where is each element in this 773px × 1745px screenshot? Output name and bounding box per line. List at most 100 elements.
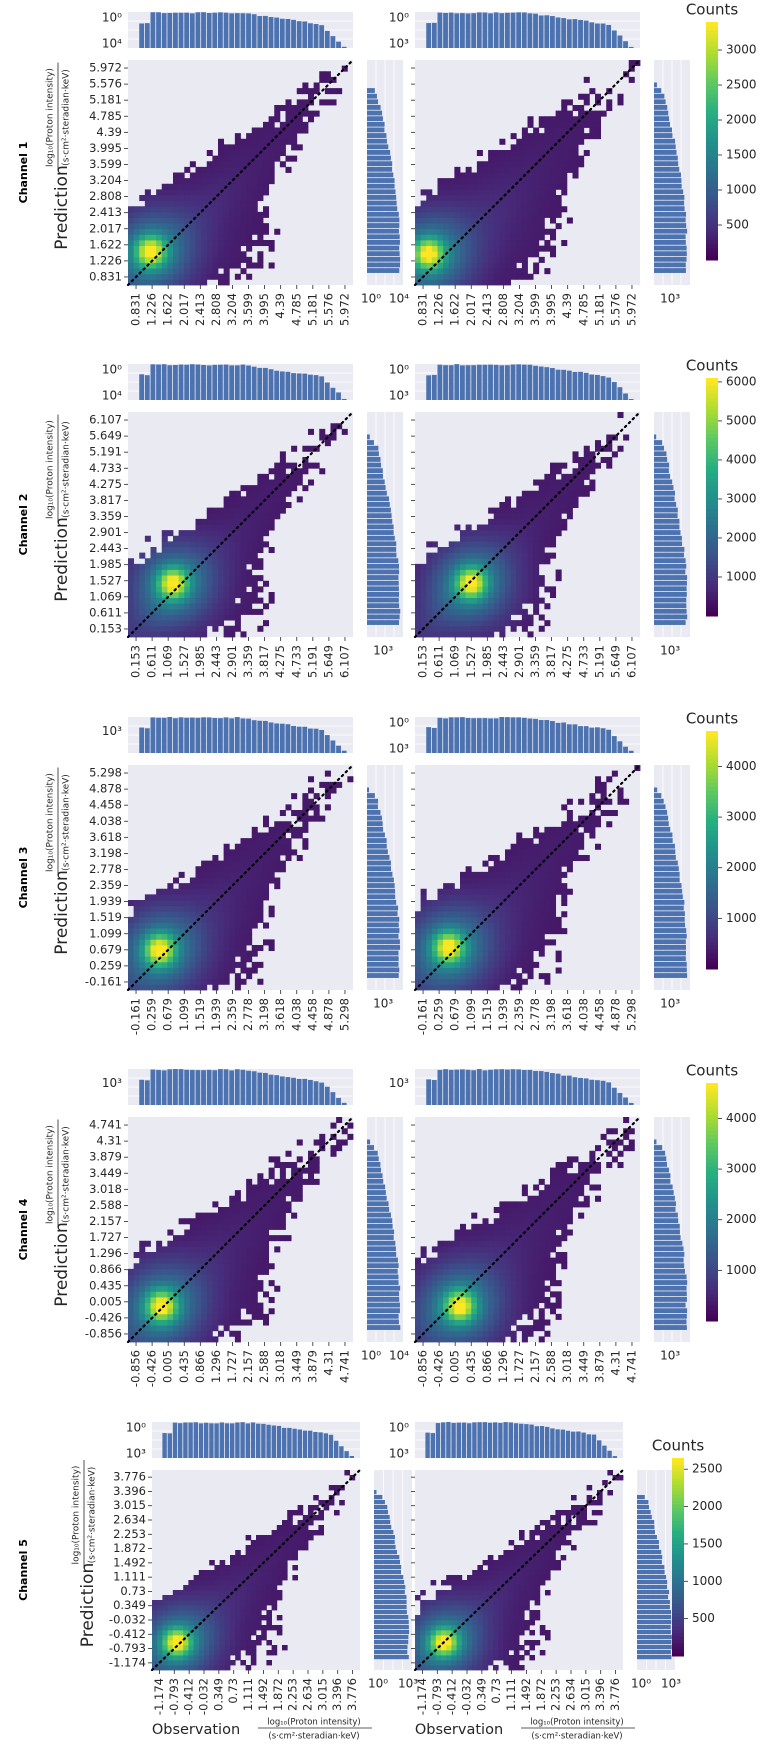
histogram-bar (589, 374, 595, 400)
heatmap-cell (167, 984, 174, 991)
heatmap-cell (218, 1308, 225, 1315)
heatmap-cell (161, 228, 168, 235)
heatmap-cell (437, 228, 444, 235)
heatmap-cell (561, 502, 568, 509)
heatmap-cell (201, 1218, 208, 1225)
colorbar-segment (706, 731, 718, 736)
heatmap-cell (510, 956, 517, 963)
heatmap-cell (173, 1263, 180, 1270)
heatmap-cell (460, 200, 467, 207)
heatmap-cell (161, 900, 168, 907)
heatmap-cell (246, 200, 253, 207)
heatmap-cell (527, 513, 534, 520)
heatmap-cell (550, 479, 557, 486)
colorbar-segment (706, 101, 718, 106)
heatmap-cell (184, 939, 191, 946)
heatmap-cell (240, 485, 247, 492)
heatmap-cell (246, 580, 253, 587)
heatmap-cell (229, 900, 236, 907)
heatmap-cell (521, 240, 528, 247)
histogram-bar (367, 804, 378, 810)
heatmap-cell (240, 240, 247, 247)
histogram-bar (654, 547, 685, 552)
heatmap-cell (223, 552, 230, 559)
heatmap-cell (150, 631, 157, 638)
heatmap-cell (437, 251, 444, 258)
heatmap-cell (218, 1274, 225, 1281)
heatmap-cell (246, 888, 253, 895)
heatmap-cell (189, 614, 196, 621)
colorbar-tick-label: 3000 (726, 491, 757, 505)
heatmap-cell (420, 580, 427, 587)
heatmap-cell (251, 211, 258, 218)
heatmap-cell (460, 928, 467, 935)
heatmap-cell (218, 217, 225, 224)
heatmap-cell (218, 597, 225, 604)
heatmap-cell (330, 787, 337, 794)
heatmap-cell (139, 1308, 146, 1315)
heatmap-cell (178, 234, 185, 241)
heatmap-cell (223, 866, 230, 873)
heatmap-cell (544, 866, 551, 873)
histogram-bar (324, 735, 330, 753)
colorbar-segment (706, 580, 718, 585)
histogram-bar (144, 23, 150, 48)
heatmap-cell (505, 161, 512, 168)
heatmap-cell (184, 558, 191, 565)
heatmap-cell (268, 116, 275, 123)
heatmap-cell (229, 860, 236, 867)
heatmap-cell (420, 888, 427, 895)
x-tick-label: 5.298 (337, 998, 351, 1031)
heatmap-cell (505, 580, 512, 587)
heatmap-cell (189, 558, 196, 565)
colorbar-segment (706, 750, 718, 756)
heatmap-cell (589, 485, 596, 492)
heatmap-cell (583, 116, 590, 123)
heatmap-cell (139, 1274, 146, 1281)
heatmap-cell (493, 928, 500, 935)
histogram-bar (367, 961, 399, 967)
heatmap-cell (229, 956, 236, 963)
heatmap-cell (212, 1235, 219, 1242)
heatmap-cell (195, 871, 202, 878)
heatmap-cell (493, 575, 500, 582)
heatmap-cell (431, 569, 438, 576)
heatmap-cell (544, 916, 551, 923)
heatmap-cell (595, 127, 602, 134)
heatmap-cell (488, 541, 495, 548)
heatmap-cell (212, 189, 219, 196)
heatmap-cell (426, 251, 433, 258)
heatmap-cell (437, 200, 444, 207)
heatmap-cell (201, 614, 208, 621)
heatmap-cell (555, 922, 562, 929)
heatmap-cell (268, 172, 275, 179)
heatmap-cell (240, 580, 247, 587)
heatmap-cell (471, 273, 478, 280)
heatmap-cell (150, 614, 157, 621)
heatmap-cell (460, 535, 467, 542)
heatmap-cell (617, 793, 624, 800)
heatmap-cell (206, 1280, 213, 1287)
heatmap-cell (201, 1325, 208, 1332)
heatmap-cell (184, 950, 191, 957)
heatmap-cell (488, 150, 495, 157)
heatmap-cell (150, 945, 157, 952)
heatmap-cell (443, 223, 450, 230)
heatmap-cell (538, 832, 545, 839)
heatmap-cell (285, 502, 292, 509)
heatmap-cell (566, 150, 573, 157)
heatmap-cell (184, 1229, 191, 1236)
heatmap-cell (161, 905, 168, 912)
heatmap-cell (516, 200, 523, 207)
heatmap-cell (195, 586, 202, 593)
heatmap-cell (533, 877, 540, 884)
heatmap-cell (201, 916, 208, 923)
heatmap-cell (173, 256, 180, 263)
y-tick-label: 0.679 (89, 942, 122, 956)
heatmap-cell (201, 580, 208, 587)
heatmap-cell (150, 928, 157, 935)
heatmap-cell (505, 524, 512, 531)
heatmap-cell (431, 273, 438, 280)
heatmap-cell (234, 200, 241, 207)
heatmap-cell (443, 916, 450, 923)
